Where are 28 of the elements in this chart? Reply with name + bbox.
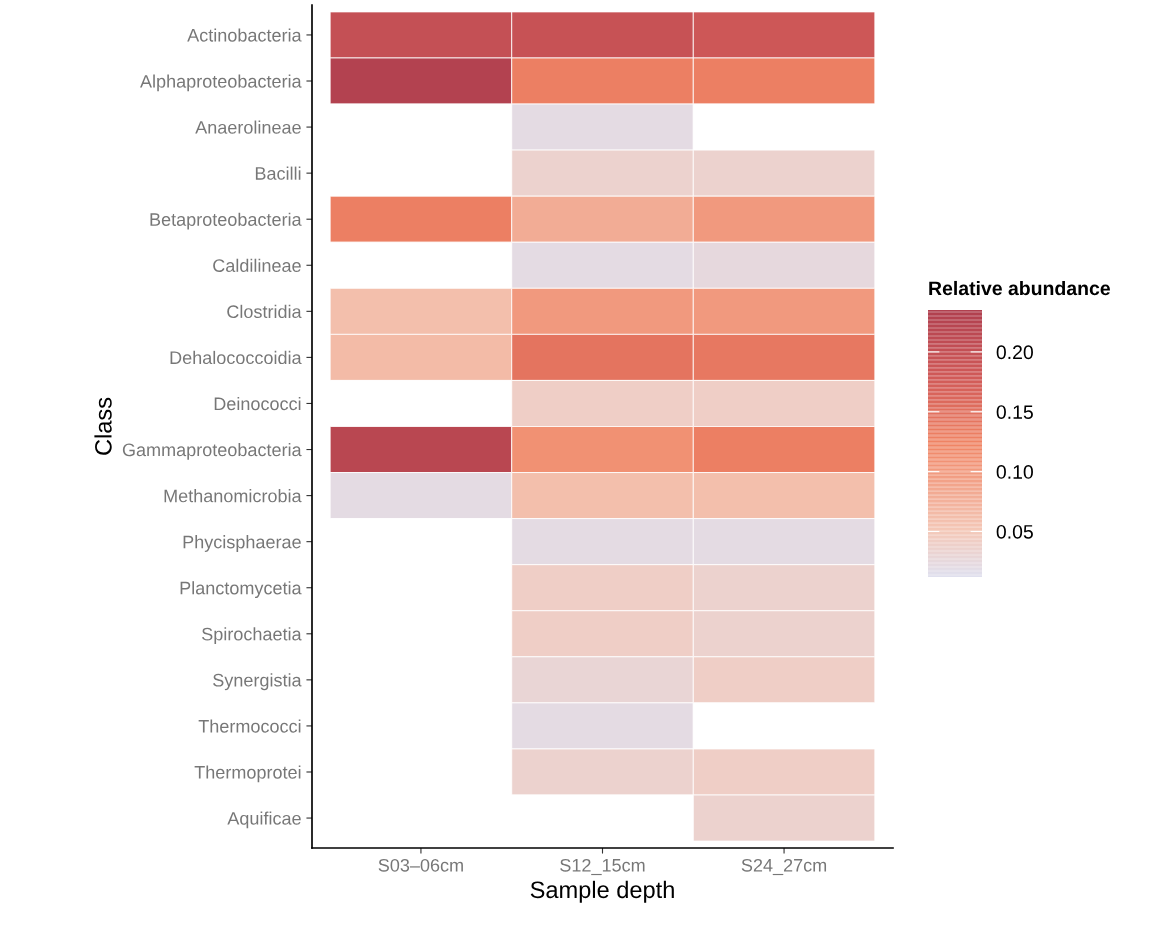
y-tick-label: Actinobacteria	[187, 28, 302, 42]
y-tick-label: Anaerolineae	[195, 120, 301, 134]
y-tick-label: Thermococci	[198, 719, 301, 733]
y-tick-label: Methanomicrobia	[164, 489, 302, 503]
color-bar-label: 0.15	[996, 405, 1033, 420]
y-tick-label: Aquificae	[227, 811, 301, 829]
y-tick-label: Bacilli	[255, 166, 301, 180]
x-tick-label: S12_15cm	[560, 858, 645, 876]
y-tick-label: Caldilineae	[213, 258, 301, 272]
y-tick-label: Phycisphaerae	[183, 535, 301, 552]
y-tick-label: Clostridia	[227, 304, 302, 319]
y-tick-label: Thermoprotei	[194, 765, 301, 783]
y-tick-label: Deinococci	[214, 396, 301, 411]
color-bar-label: 0.10	[996, 465, 1033, 479]
x-tick-label: S24_27cm	[741, 858, 827, 876]
color-bar-label: 0.05	[996, 524, 1033, 539]
y-tick-label: Alphaproteobacteria	[140, 74, 302, 92]
y-tick-label: Planctomycetia	[180, 581, 302, 599]
x-axis-title: Sample depth	[530, 880, 674, 903]
y-tick-label: Gammaproteobacteria	[122, 442, 302, 460]
color-bar-title: Relative abundance	[929, 280, 1110, 296]
y-tick-label: Spirochaetia	[202, 627, 302, 645]
y-tick-label: Betaproteobacteria	[150, 212, 302, 230]
y-tick-label: Synergistia	[213, 673, 302, 691]
color-bar-label: 0.20	[996, 345, 1033, 360]
y-axis-title: Class	[94, 397, 112, 455]
y-tick-label: Dehalococcoidia	[170, 350, 302, 365]
x-tick-label: S03–06cm	[378, 858, 463, 872]
